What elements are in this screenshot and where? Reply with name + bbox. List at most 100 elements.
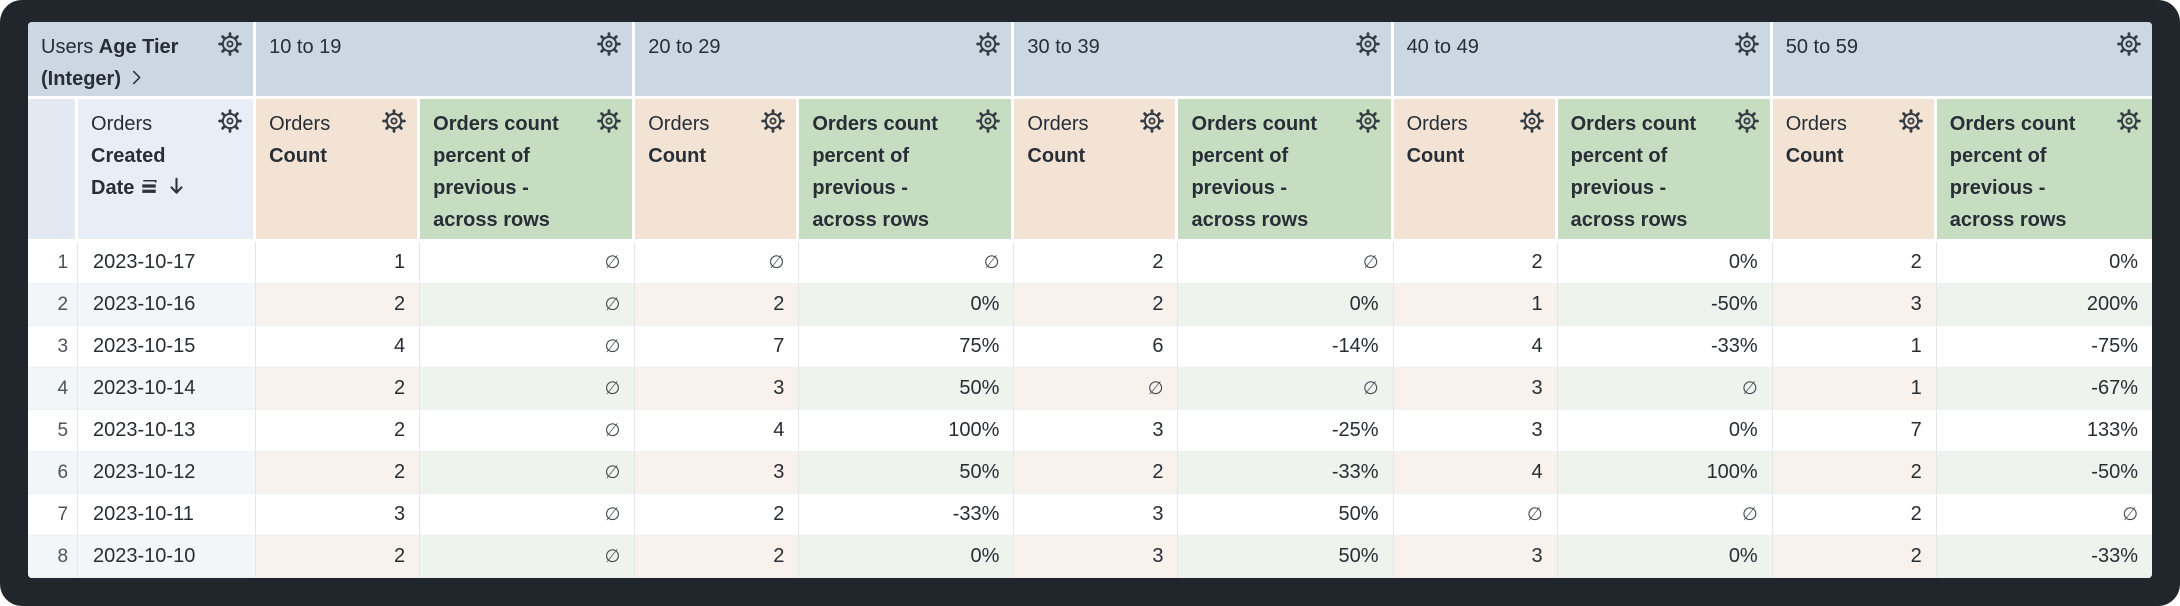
orders-count-cell[interactable]: 2 — [256, 410, 421, 452]
orders-count-cell[interactable]: 3 — [1014, 410, 1179, 452]
gear-icon[interactable] — [1139, 108, 1165, 134]
orders-count-cell[interactable]: 2 — [256, 452, 421, 494]
percent-of-previous-cell[interactable]: -33% — [1936, 536, 2152, 578]
percent-of-previous-cell[interactable]: ∅ — [420, 536, 636, 578]
orders-count-cell[interactable]: 7 — [635, 326, 800, 368]
percent-of-previous-cell[interactable]: 133% — [1936, 410, 2152, 452]
date-cell[interactable]: 2023-10-10 — [78, 536, 257, 578]
orders-count-cell[interactable]: 2 — [1772, 494, 1937, 536]
gear-icon[interactable] — [975, 31, 1001, 57]
gear-icon[interactable] — [1519, 108, 1545, 134]
pivot-value-header[interactable]: 40 to 49 — [1393, 22, 1773, 99]
percent-of-previous-cell[interactable]: ∅ — [420, 326, 636, 368]
gear-icon[interactable] — [217, 31, 243, 57]
gear-icon[interactable] — [1898, 108, 1924, 134]
orders-count-cell[interactable]: 2 — [635, 536, 800, 578]
percent-of-previous-cell[interactable]: ∅ — [420, 284, 636, 326]
date-cell[interactable]: 2023-10-12 — [78, 452, 257, 494]
orders-count-cell[interactable]: 1 — [256, 242, 421, 284]
orders-count-cell[interactable]: 2 — [1772, 242, 1937, 284]
percent-of-previous-cell[interactable]: -25% — [1178, 410, 1394, 452]
percent-of-previous-cell[interactable]: ∅ — [420, 410, 636, 452]
orders-count-cell[interactable]: 2 — [1772, 536, 1937, 578]
orders-count-cell[interactable]: 4 — [635, 410, 800, 452]
pivot-value-header[interactable]: 50 to 59 — [1772, 22, 2152, 99]
percent-of-previous-cell[interactable]: 50% — [1178, 536, 1394, 578]
gear-icon[interactable] — [217, 108, 243, 134]
percent-of-previous-cell[interactable]: 0% — [1557, 242, 1773, 284]
measure-percent-header[interactable]: Orders count percent of previous - acros… — [1557, 99, 1773, 242]
date-cell[interactable]: 2023-10-16 — [78, 284, 257, 326]
orders-count-cell[interactable]: 2 — [256, 368, 421, 410]
orders-count-cell[interactable]: 3 — [1393, 410, 1558, 452]
orders-count-cell[interactable]: 3 — [635, 452, 800, 494]
orders-count-cell[interactable]: 2 — [256, 536, 421, 578]
date-cell[interactable]: 2023-10-14 — [78, 368, 257, 410]
measure-percent-header[interactable]: Orders count percent of previous - acros… — [1178, 99, 1394, 242]
row-field-header[interactable]: Orders Created Date — [78, 99, 257, 242]
percent-of-previous-cell[interactable]: 0% — [1557, 536, 1773, 578]
pivot-value-header[interactable]: 20 to 29 — [635, 22, 1015, 99]
date-cell[interactable]: 2023-10-13 — [78, 410, 257, 452]
measure-count-header[interactable]: Orders Count — [1014, 99, 1179, 242]
percent-of-previous-cell[interactable]: -50% — [1557, 284, 1773, 326]
percent-of-previous-cell[interactable]: ∅ — [420, 494, 636, 536]
orders-count-cell[interactable]: 7 — [1772, 410, 1937, 452]
orders-count-cell[interactable]: 2 — [1014, 284, 1179, 326]
orders-count-cell[interactable]: 6 — [1014, 326, 1179, 368]
orders-count-cell[interactable]: 2 — [635, 284, 800, 326]
orders-count-cell[interactable]: 3 — [1014, 536, 1179, 578]
percent-of-previous-cell[interactable]: ∅ — [420, 368, 636, 410]
orders-count-cell[interactable]: 3 — [256, 494, 421, 536]
gear-icon[interactable] — [596, 108, 622, 134]
orders-count-cell[interactable]: 2 — [635, 494, 800, 536]
gear-icon[interactable] — [1355, 31, 1381, 57]
measure-count-header[interactable]: Orders Count — [635, 99, 800, 242]
percent-of-previous-cell[interactable]: 200% — [1936, 284, 2152, 326]
orders-count-cell[interactable]: 2 — [1772, 452, 1937, 494]
date-cell[interactable]: 2023-10-17 — [78, 242, 257, 284]
percent-of-previous-cell[interactable]: 0% — [1557, 410, 1773, 452]
pivot-value-header[interactable]: 10 to 19 — [256, 22, 636, 99]
percent-of-previous-cell[interactable]: -67% — [1936, 368, 2152, 410]
orders-count-cell[interactable]: 2 — [1393, 242, 1558, 284]
percent-of-previous-cell[interactable]: ∅ — [420, 242, 636, 284]
percent-of-previous-cell[interactable]: ∅ — [1178, 242, 1394, 284]
measure-count-header[interactable]: Orders Count — [1393, 99, 1558, 242]
measure-count-header[interactable]: Orders Count — [1772, 99, 1937, 242]
orders-count-cell[interactable]: ∅ — [1014, 368, 1179, 410]
percent-of-previous-cell[interactable]: ∅ — [420, 452, 636, 494]
orders-count-cell[interactable]: 3 — [635, 368, 800, 410]
orders-count-cell[interactable]: ∅ — [635, 242, 800, 284]
orders-count-cell[interactable]: 3 — [1772, 284, 1937, 326]
percent-of-previous-cell[interactable]: 100% — [799, 410, 1015, 452]
pivot-value-header[interactable]: 30 to 39 — [1014, 22, 1394, 99]
percent-of-previous-cell[interactable]: 50% — [799, 452, 1015, 494]
orders-count-cell[interactable]: 2 — [256, 284, 421, 326]
percent-of-previous-cell[interactable]: 0% — [1178, 284, 1394, 326]
gear-icon[interactable] — [1734, 108, 1760, 134]
orders-count-cell[interactable]: 3 — [1014, 494, 1179, 536]
measure-count-header[interactable]: Orders Count — [256, 99, 421, 242]
percent-of-previous-cell[interactable]: 0% — [799, 536, 1015, 578]
gear-icon[interactable] — [1355, 108, 1381, 134]
percent-of-previous-cell[interactable]: -75% — [1936, 326, 2152, 368]
percent-of-previous-cell[interactable]: -33% — [1557, 326, 1773, 368]
orders-count-cell[interactable]: 1 — [1772, 326, 1937, 368]
gear-icon[interactable] — [760, 108, 786, 134]
percent-of-previous-cell[interactable]: 50% — [1178, 494, 1394, 536]
orders-count-cell[interactable]: 4 — [256, 326, 421, 368]
percent-of-previous-cell[interactable]: ∅ — [1557, 368, 1773, 410]
percent-of-previous-cell[interactable]: -50% — [1936, 452, 2152, 494]
percent-of-previous-cell[interactable]: 50% — [799, 368, 1015, 410]
gear-icon[interactable] — [596, 31, 622, 57]
percent-of-previous-cell[interactable]: ∅ — [1936, 494, 2152, 536]
measure-percent-header[interactable]: Orders count percent of previous - acros… — [420, 99, 636, 242]
percent-of-previous-cell[interactable]: ∅ — [1178, 368, 1394, 410]
orders-count-cell[interactable]: 1 — [1393, 284, 1558, 326]
percent-of-previous-cell[interactable]: ∅ — [799, 242, 1015, 284]
gear-icon[interactable] — [2116, 108, 2142, 134]
orders-count-cell[interactable]: 4 — [1393, 326, 1558, 368]
date-cell[interactable]: 2023-10-11 — [78, 494, 257, 536]
gear-icon[interactable] — [2116, 31, 2142, 57]
